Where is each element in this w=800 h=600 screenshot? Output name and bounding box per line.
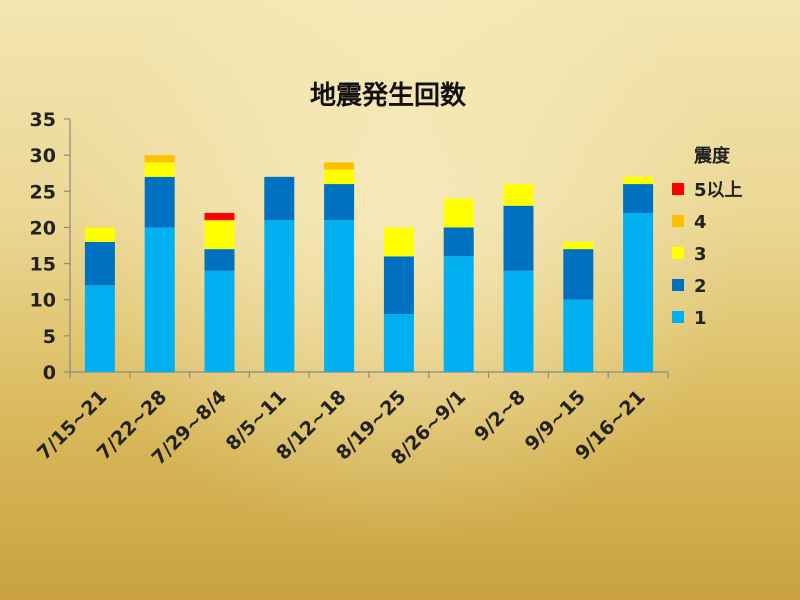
legend-label: 4 — [694, 212, 707, 233]
legend-label: 3 — [694, 244, 707, 265]
bar-segment-intensity-2 — [324, 184, 355, 221]
bar-segment-intensity-3 — [563, 241, 594, 250]
y-axis: 0 5 10 15 20 25 30 35 — [30, 109, 71, 384]
legend-label: 2 — [694, 276, 707, 297]
bar-segment-intensity-1 — [204, 270, 235, 372]
y-tick-label: 20 — [30, 217, 56, 239]
bar-stack — [84, 227, 115, 372]
bar-stack — [324, 162, 355, 372]
y-tick-label: 10 — [30, 290, 56, 312]
bar-segment-intensity-2 — [84, 241, 115, 286]
bar-stack — [443, 198, 474, 372]
x-axis: 7/15~217/22~287/29~8/48/5~118/12~188/19~… — [33, 371, 669, 469]
bar-segment-intensity-3 — [623, 176, 654, 185]
bar-segment-intensity-4 — [144, 155, 175, 163]
legend-swatch — [672, 183, 684, 195]
bar-stack — [563, 241, 594, 372]
bar-segment-intensity-2 — [503, 205, 534, 271]
legend-swatch — [672, 247, 684, 259]
bar-stack — [144, 155, 175, 372]
bar-segment-intensity-2 — [204, 249, 235, 271]
bar-segment-intensity-3 — [204, 220, 235, 250]
bar-stack — [623, 176, 654, 372]
y-tick-label: 5 — [43, 326, 56, 348]
bar-stack — [264, 176, 295, 372]
bar-segment-intensity-3 — [383, 227, 414, 257]
bar-segment-intensity-3 — [84, 227, 115, 242]
chart-title: 地震発生回数 — [310, 81, 467, 111]
bar-segment-intensity-1 — [324, 220, 355, 372]
y-tick-label: 30 — [30, 145, 56, 167]
y-tick-label: 25 — [30, 181, 56, 203]
bar-segment-intensity-1 — [264, 220, 295, 372]
bar-segment-intensity-1 — [84, 285, 115, 372]
bar-segment-intensity-4 — [324, 162, 355, 170]
legend-swatch — [672, 279, 684, 291]
x-tick-label: 9/2~8 — [470, 386, 530, 446]
bar-segment-intensity-2 — [144, 176, 175, 228]
bar-stack — [204, 212, 235, 372]
y-tick-label: 0 — [43, 362, 56, 384]
legend-label: 1 — [694, 308, 707, 329]
bar-segment-intensity-2 — [623, 184, 654, 213]
legend-swatch — [672, 311, 684, 323]
bar-segment-intensity-1 — [144, 227, 175, 372]
y-tick-label: 35 — [30, 109, 56, 131]
bar-segment-intensity-2 — [383, 256, 414, 315]
legend: 震度 5以上 4 3 2 1 — [672, 145, 743, 329]
bar-segment-intensity-2 — [264, 176, 295, 221]
bar-segment-intensity-5以上 — [204, 212, 235, 221]
bar-segment-intensity-2 — [563, 249, 594, 300]
y-tick-label: 15 — [30, 254, 56, 276]
bar-segment-intensity-3 — [144, 162, 175, 177]
bar-segment-intensity-1 — [563, 299, 594, 372]
bar-segment-intensity-1 — [443, 256, 474, 372]
bar-stack — [383, 227, 414, 372]
legend-title: 震度 — [694, 145, 731, 167]
bar-stack — [503, 184, 534, 372]
bar-segment-intensity-3 — [503, 184, 534, 206]
bar-segment-intensity-2 — [443, 227, 474, 257]
bar-segment-intensity-3 — [324, 169, 355, 185]
legend-label: 5以上 — [694, 180, 743, 201]
bar-segment-intensity-1 — [503, 270, 534, 372]
bars — [84, 155, 654, 372]
bar-segment-intensity-3 — [443, 198, 474, 228]
bar-segment-intensity-1 — [383, 314, 414, 372]
legend-swatch — [672, 215, 684, 227]
bar-segment-intensity-1 — [623, 212, 654, 372]
